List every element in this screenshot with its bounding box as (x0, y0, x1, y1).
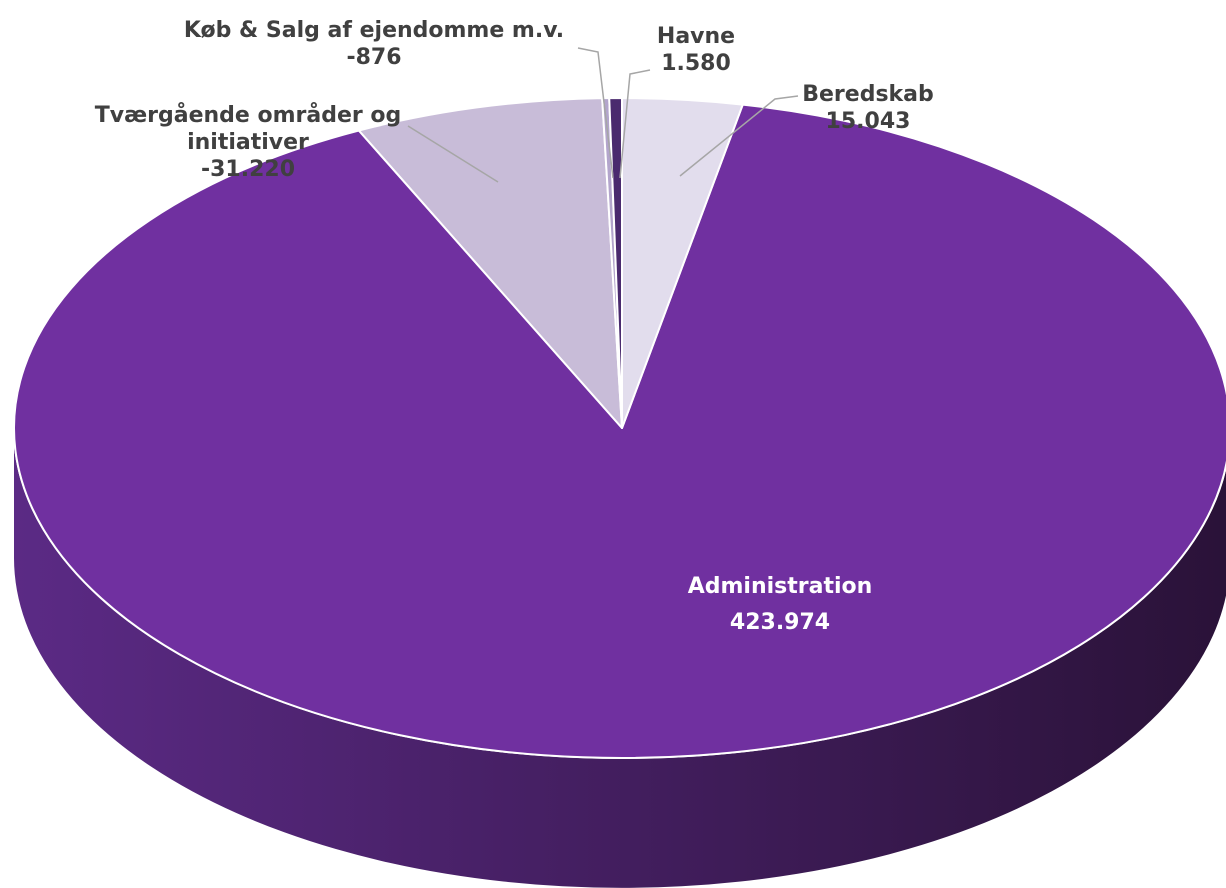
slice-beredskab (621, 97, 744, 429)
label-koeb-salg-category: Køb & Salg af ejendomme m.v. (184, 18, 564, 43)
label-administration-category: Administration (688, 574, 873, 599)
label-administration: Administration 423.974 (688, 574, 873, 635)
leader-line-koeb-salg (577, 47, 614, 179)
label-tvaergaaende-value: -31.220 (201, 157, 295, 182)
slice-administration (13, 103, 1226, 759)
label-tvaergaaende-category: Tværgående områder og (95, 102, 402, 128)
label-tvaergaaende-category: initiativer (187, 130, 309, 155)
label-koeb-salg: Køb & Salg af ejendomme m.v.-876 (184, 18, 564, 70)
data-labels: Administration 423.974 Tværgående områder … (95, 18, 934, 635)
leader-line-havne (619, 69, 651, 179)
label-beredskab-category: Beredskab (802, 82, 934, 107)
label-beredskab-value: 15.043 (826, 109, 911, 134)
leader-line-tvaergaaende (407, 125, 499, 183)
pie-side-band (14, 428, 1226, 888)
label-koeb-salg-value: -876 (346, 45, 401, 70)
label-administration-value: 423.974 (730, 610, 830, 635)
pie-slices (13, 97, 1226, 759)
leader-line-beredskab (679, 95, 799, 177)
label-havne-category: Havne (657, 24, 735, 49)
leader-lines (407, 47, 799, 183)
label-havne-value: 1.580 (661, 51, 731, 76)
slice-tvaergaaende (357, 97, 623, 429)
